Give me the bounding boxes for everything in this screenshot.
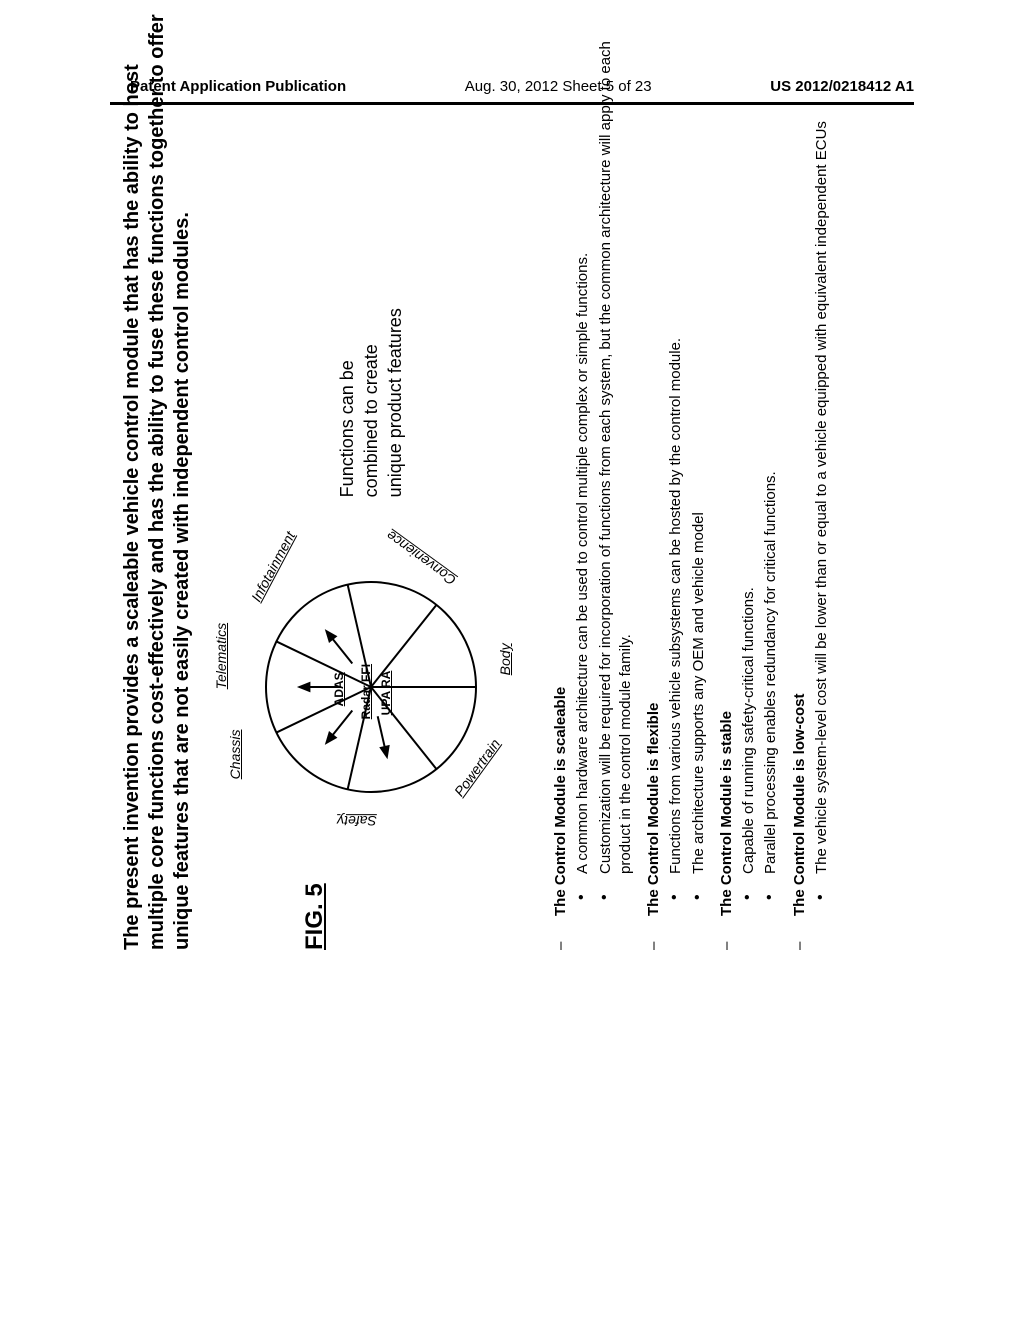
inner-label-radar: Radar FFI [359, 664, 373, 719]
caption-line-1: Functions can be [335, 257, 359, 497]
bullet-item-text: The architecture supports any OEM and ve… [689, 512, 709, 874]
dash-icon: – [790, 936, 810, 950]
figure-label: FIG. 5 [301, 883, 329, 950]
bullet-item-text: Functions from various vehicle subsystem… [666, 338, 686, 874]
figure-title: The present invention provides a scaleab… [120, 10, 195, 950]
sector-label-telematics: Telematics [213, 623, 229, 689]
bullet-item: • The vehicle system-level cost will be l… [812, 0, 832, 900]
inner-label-upa: UPA RA [379, 671, 393, 716]
bullet-heading-text: The Control Module is scaleable [551, 687, 571, 916]
bullet-item-text: Parallel processing enables redundancy f… [761, 471, 781, 874]
bullet-dot-icon: • [689, 890, 709, 900]
bullet-item-text: Customization will be required for incor… [596, 0, 637, 874]
bullet-item: • Customization will be required for inco… [596, 0, 637, 900]
bullet-item: • The architecture supports any OEM and v… [689, 0, 709, 900]
bullet-dot-icon: • [761, 890, 781, 900]
bullet-heading-text: The Control Module is low-cost [790, 694, 810, 917]
dash-icon: – [717, 936, 737, 950]
bullet-heading-text: The Control Module is flexible [644, 703, 664, 916]
sector-label-chassis: Chassis [227, 730, 243, 780]
bullet-item: • Functions from various vehicle subsyste… [666, 0, 686, 900]
figure-content: The present invention provides a scaleab… [120, 0, 900, 950]
bullet-item: • A common hardware architecture can be u… [573, 0, 593, 900]
bullet-heading: – The Control Module is low-cost [790, 0, 810, 950]
bullet-heading: – The Control Module is scaleable [551, 0, 571, 950]
bullet-item: • Parallel processing enables redundancy … [761, 0, 781, 900]
caption-line-3: unique product features [383, 257, 407, 497]
sector-label-body: Body [497, 643, 513, 675]
bullet-item-text: A common hardware architecture can be us… [573, 253, 593, 874]
bullet-dot-icon: • [666, 890, 686, 900]
bullet-item-text: Capable of running safety-critical funct… [739, 587, 759, 874]
bullet-dot-icon: • [739, 890, 759, 900]
bullet-item-text: The vehicle system-level cost will be lo… [812, 121, 832, 874]
bullet-dot-icon: • [812, 890, 832, 900]
bullet-list: –The Control Module is scaleable•A commo… [551, 0, 832, 950]
sector-label-safety: Safety [337, 813, 377, 829]
inner-label-adas: ADAS [332, 672, 346, 706]
dash-icon: – [551, 936, 571, 950]
bullet-dot-icon: • [596, 890, 637, 900]
caption-line-2: combined to create [359, 257, 383, 497]
diagram-caption: Functions can be combined to create uniq… [335, 257, 408, 497]
bullet-item: • Capable of running safety-critical func… [739, 0, 759, 900]
bullet-heading-text: The Control Module is stable [717, 711, 737, 916]
bullet-heading: – The Control Module is stable [717, 0, 737, 950]
bullet-dot-icon: • [573, 890, 593, 900]
dash-icon: – [644, 936, 664, 950]
bullet-heading: – The Control Module is flexible [644, 0, 664, 950]
pie-diagram: Chassis Telematics Infotainment Convenie… [221, 537, 521, 837]
